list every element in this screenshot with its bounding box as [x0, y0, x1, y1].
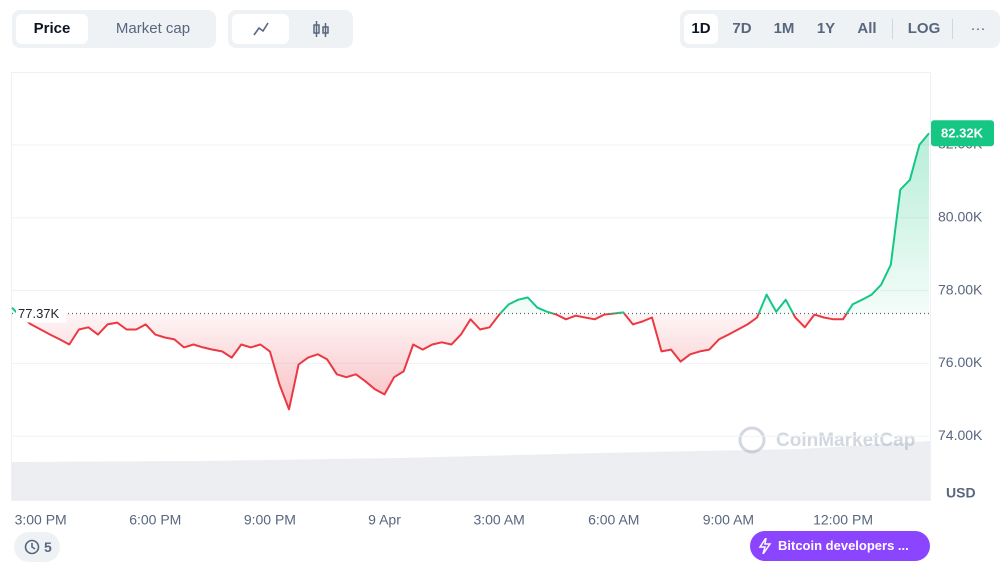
current-price-bg: [931, 120, 994, 147]
history-count: 5: [44, 539, 52, 555]
watermark-text: CoinMarketCap: [776, 430, 915, 451]
y-tick-label: 74.00K: [938, 427, 983, 443]
news-badge[interactable]: Bitcoin developers ...: [750, 531, 930, 561]
x-tick-label: 3:00 PM: [15, 512, 67, 528]
unit-label: USD: [946, 485, 976, 501]
x-tick-label: 9:00 PM: [244, 512, 296, 528]
x-tick-label: 12:00 PM: [813, 512, 873, 528]
range-button[interactable]: 1M: [773, 20, 795, 37]
candle-button[interactable]: [292, 14, 349, 44]
reference-label: 77.37K: [18, 306, 60, 321]
log-button[interactable]: LOG: [907, 20, 941, 37]
clock-icon: [24, 539, 40, 555]
candle-icon: [312, 21, 329, 37]
bolt-icon: [758, 538, 772, 554]
x-tick-label: 9 Apr: [368, 512, 401, 528]
tab[interactable]: Price: [16, 14, 88, 44]
x-tick-label: 6:00 PM: [129, 512, 181, 528]
chart-type-toggle: [228, 10, 353, 48]
x-tick-label: 9:00 AM: [703, 512, 754, 528]
price-area: [12, 133, 929, 410]
y-tick-label: 76.00K: [938, 354, 983, 370]
volume-band: [12, 441, 930, 500]
divider: [952, 19, 953, 39]
line-icon: [252, 22, 269, 36]
reference-label-bg: [16, 304, 66, 323]
tab[interactable]: Market cap: [115, 20, 191, 37]
range-button[interactable]: 1D: [684, 14, 718, 44]
range-toggle: 1D 7D 1M 1Y All LOG ···: [680, 10, 1000, 48]
range-button[interactable]: All: [857, 20, 877, 37]
plot-frame: [11, 72, 931, 501]
price-line: [11, 132, 930, 411]
more-button[interactable]: ···: [970, 20, 986, 37]
range-button[interactable]: 1Y: [816, 20, 836, 37]
news-text: Bitcoin developers ...: [778, 538, 909, 553]
divider: [892, 19, 893, 39]
x-tick-label: 3:00 AM: [473, 512, 524, 528]
current-price-label: 82.32K: [941, 126, 984, 141]
range-button[interactable]: 7D: [732, 20, 752, 37]
y-tick-label: 82.00K: [938, 136, 983, 152]
y-tick-label: 78.00K: [938, 281, 983, 297]
history-badge[interactable]: 5: [14, 532, 60, 562]
watermark: CoinMarketCap: [738, 426, 915, 454]
x-tick-label: 6:00 AM: [588, 512, 639, 528]
line-button[interactable]: [232, 14, 289, 44]
view-toggle: Price Market cap: [12, 10, 216, 48]
y-tick-label: 80.00K: [938, 208, 983, 224]
